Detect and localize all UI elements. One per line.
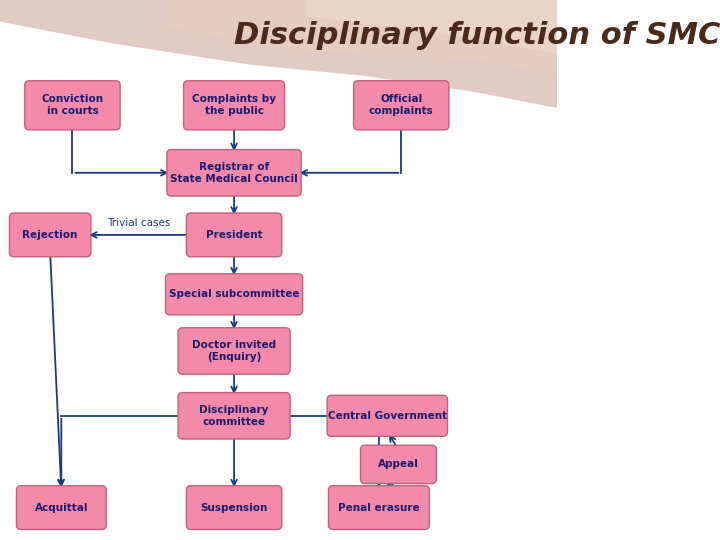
FancyBboxPatch shape bbox=[361, 445, 436, 484]
FancyBboxPatch shape bbox=[167, 150, 301, 196]
Polygon shape bbox=[307, 0, 557, 54]
Text: Special subcommittee: Special subcommittee bbox=[168, 289, 300, 299]
FancyBboxPatch shape bbox=[328, 486, 429, 529]
Text: Trivial cases: Trivial cases bbox=[107, 218, 171, 228]
Text: Central Government: Central Government bbox=[328, 411, 447, 421]
FancyBboxPatch shape bbox=[178, 393, 290, 439]
Text: Conviction
in courts: Conviction in courts bbox=[41, 94, 104, 116]
Text: Acquittal: Acquittal bbox=[35, 503, 88, 512]
Text: Disciplinary function of SMC: Disciplinary function of SMC bbox=[234, 21, 720, 50]
FancyBboxPatch shape bbox=[9, 213, 91, 257]
FancyBboxPatch shape bbox=[24, 80, 120, 130]
Polygon shape bbox=[167, 0, 557, 76]
FancyBboxPatch shape bbox=[184, 80, 284, 130]
Text: Complaints by
the public: Complaints by the public bbox=[192, 94, 276, 116]
Text: Doctor invited
(Enquiry): Doctor invited (Enquiry) bbox=[192, 340, 276, 362]
Text: Appeal: Appeal bbox=[378, 460, 419, 469]
FancyBboxPatch shape bbox=[166, 274, 302, 315]
Text: Suspension: Suspension bbox=[200, 503, 268, 512]
Polygon shape bbox=[0, 0, 557, 108]
FancyBboxPatch shape bbox=[178, 328, 290, 374]
FancyBboxPatch shape bbox=[17, 486, 106, 529]
Text: Registrar of
State Medical Council: Registrar of State Medical Council bbox=[170, 162, 298, 184]
Text: Disciplinary
committee: Disciplinary committee bbox=[199, 405, 269, 427]
Text: Penal erasure: Penal erasure bbox=[338, 503, 420, 512]
FancyBboxPatch shape bbox=[186, 213, 282, 257]
Text: Rejection: Rejection bbox=[22, 230, 78, 240]
Text: Official
complaints: Official complaints bbox=[369, 94, 433, 116]
Text: President: President bbox=[206, 230, 262, 240]
FancyBboxPatch shape bbox=[186, 486, 282, 529]
FancyBboxPatch shape bbox=[354, 80, 449, 130]
FancyBboxPatch shape bbox=[327, 395, 448, 436]
